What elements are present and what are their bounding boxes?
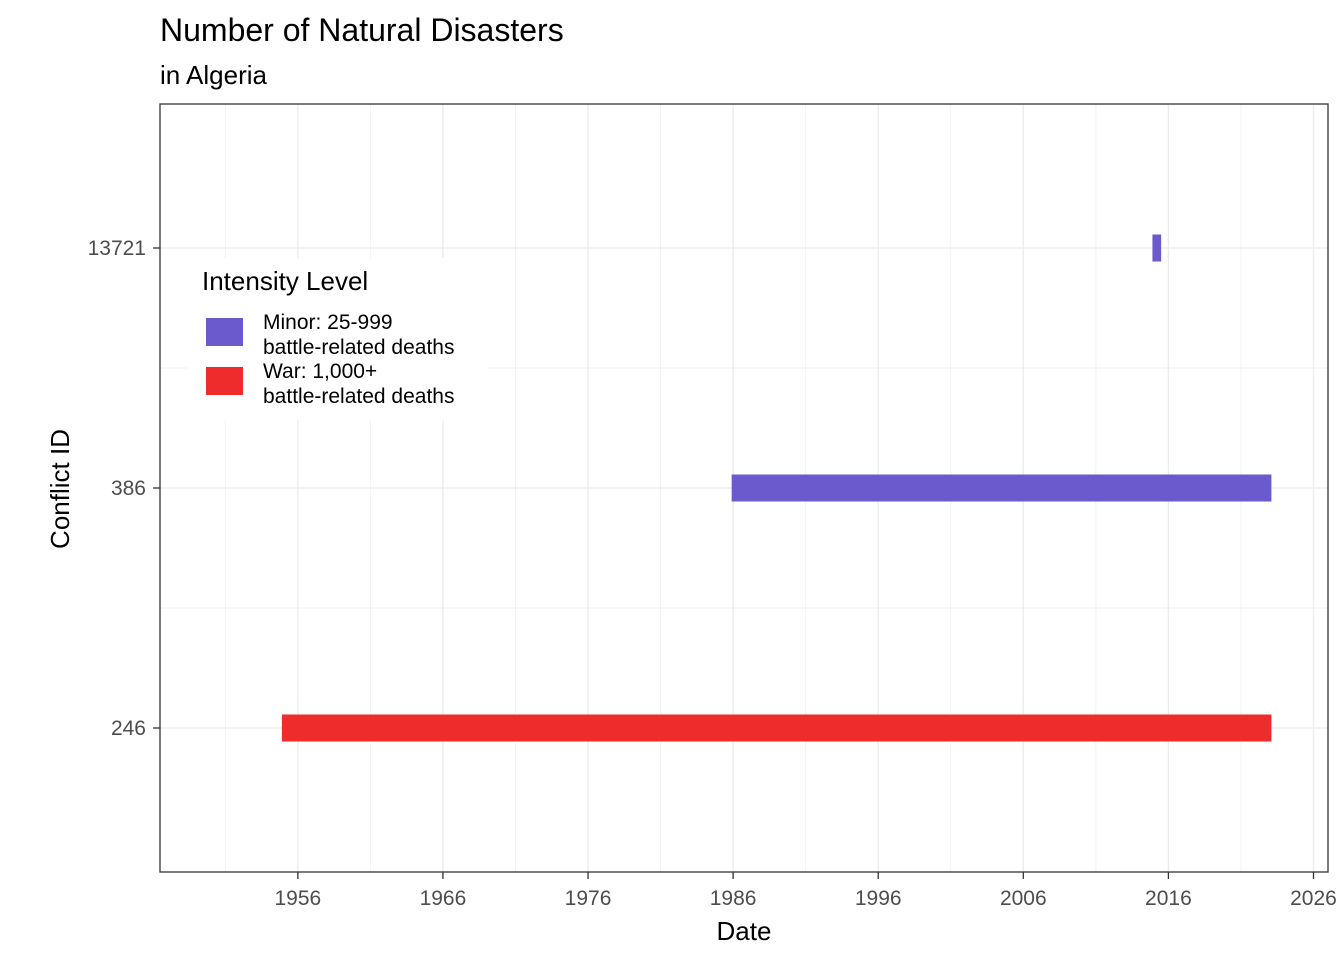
x-tick-label: 1966 bbox=[420, 887, 467, 910]
legend-label-war-line2: battle-related deaths bbox=[263, 385, 454, 408]
y-axis-title: Conflict ID bbox=[45, 429, 75, 549]
y-axis: 246 386 13721 bbox=[88, 237, 160, 740]
chart-subtitle: in Algeria bbox=[160, 60, 267, 90]
bars bbox=[281, 234, 1272, 742]
legend-title: Intensity Level bbox=[202, 266, 368, 296]
bar-246-war bbox=[281, 714, 1272, 742]
y-tick-label: 246 bbox=[111, 717, 146, 740]
x-axis: 1956 1966 1976 1986 1996 2006 2016 2026 bbox=[274, 872, 1337, 910]
x-axis-title: Date bbox=[717, 916, 772, 946]
y-tick-label: 386 bbox=[111, 477, 146, 500]
legend-key-minor bbox=[206, 318, 243, 346]
bar-13721-minor bbox=[1152, 234, 1162, 262]
chart-title: Number of Natural Disasters bbox=[160, 12, 564, 48]
x-tick-label: 1956 bbox=[274, 887, 321, 910]
legend-key-war bbox=[206, 367, 243, 395]
legend-label-minor: Minor: 25-999 bbox=[263, 311, 393, 334]
x-tick-label: 2026 bbox=[1290, 887, 1337, 910]
y-tick-label: 13721 bbox=[88, 237, 146, 260]
x-tick-label: 1976 bbox=[565, 887, 612, 910]
legend: Intensity Level Minor: 25-999battle-rela… bbox=[187, 258, 487, 420]
bar-386-minor bbox=[731, 474, 1272, 502]
legend-label-minor-line2: battle-related deaths bbox=[263, 336, 454, 359]
x-tick-label: 2006 bbox=[1000, 887, 1047, 910]
x-tick-label: 1986 bbox=[710, 887, 757, 910]
legend-label-war: War: 1,000+ bbox=[263, 360, 377, 383]
x-tick-label: 1996 bbox=[855, 887, 902, 910]
x-tick-label: 2016 bbox=[1145, 887, 1192, 910]
